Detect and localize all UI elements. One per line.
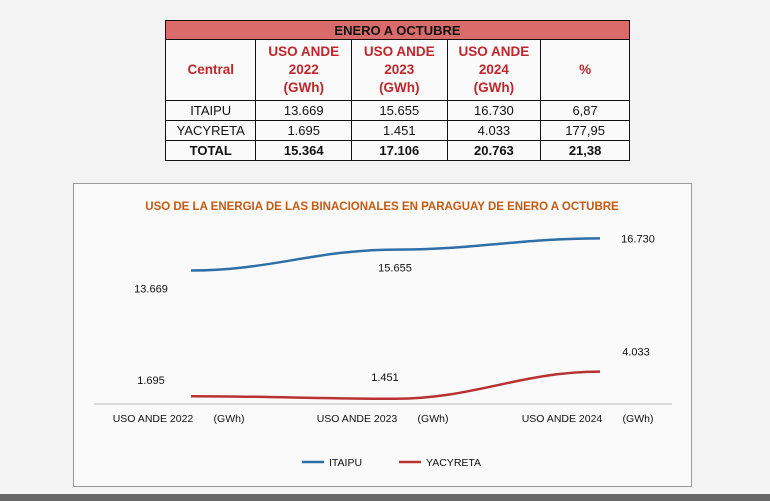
data-label: 16.730 [621, 233, 655, 245]
cell-central: YACYRETA [164, 120, 257, 141]
x-tick-label: USO ANDE 2023 [317, 413, 398, 425]
cell-2022: 1.695 [255, 120, 353, 141]
header-central: Central [164, 39, 257, 101]
x-tick-label: USO ANDE 2024 [522, 413, 603, 425]
cell-2023: 15.655 [351, 100, 448, 121]
table-header-row: Central USO ANDE 2022 (GWh) USO ANDE 2023 (G… [164, 39, 630, 101]
table-title-row: ENERO A OCTUBRE [165, 20, 630, 40]
summary-table-container: ENERO A OCTUBRE Central USO ANDE 2022 (GWh… [164, 20, 630, 161]
line-chart: USO DE LA ENERGIA DE LAS BINACIONALES EN… [94, 201, 672, 469]
data-label: 1.451 [371, 372, 399, 384]
total-2024: 20.763 [446, 140, 542, 161]
total-2023: 17.106 [351, 140, 448, 161]
data-label: 13.669 [134, 283, 168, 295]
header-2023: USO ANDE 2023 (GWh) [351, 39, 448, 101]
cell-percent: 177,95 [540, 120, 630, 141]
total-2022: 15.364 [255, 140, 353, 161]
cell-2022: 13.669 [255, 100, 353, 121]
header-2024: USO ANDE 2024 (GWh) [446, 39, 542, 101]
cell-2024: 4.033 [446, 120, 542, 141]
x-tick-unit: (GWh) [418, 413, 449, 425]
table-row: YACYRETA 1.695 1.451 4.033 177,95 [164, 120, 630, 141]
bottom-divider [0, 494, 770, 501]
table-row: ITAIPU 13.669 15.655 16.730 6,87 [164, 100, 630, 121]
legend-label: ITAIPU [329, 457, 362, 469]
cell-percent: 6,87 [540, 100, 630, 121]
series-line-yacyreta [190, 370, 601, 401]
data-label: 1.695 [137, 375, 165, 387]
cell-2023: 1.451 [351, 120, 448, 141]
x-tick-label: USO ANDE 2022 [113, 413, 194, 425]
data-label: 15.655 [378, 263, 412, 275]
total-percent: 21,38 [540, 140, 630, 161]
total-label: TOTAL [164, 140, 257, 161]
table-title: ENERO A OCTUBRE [165, 20, 630, 40]
table-total-row: TOTAL 15.364 17.106 20.763 21,38 [164, 140, 630, 161]
line-chart-panel: USO DE LA ENERGIA DE LAS BINACIONALES EN… [73, 183, 692, 487]
chart-title: USO DE LA ENERGIA DE LAS BINACIONALES EN… [145, 201, 619, 213]
series-line-itaipu [190, 237, 601, 272]
summary-table: ENERO A OCTUBRE Central USO ANDE 2022 (GWh… [164, 20, 630, 161]
cell-central: ITAIPU [164, 100, 257, 121]
data-label: 4.033 [622, 347, 650, 359]
cell-2024: 16.730 [446, 100, 542, 121]
header-percent: % [540, 39, 630, 101]
x-tick-unit: (GWh) [623, 413, 654, 425]
header-2022: USO ANDE 2022 (GWh) [255, 39, 353, 101]
x-tick-unit: (GWh) [214, 413, 245, 425]
legend-label: YACYRETA [426, 457, 481, 469]
